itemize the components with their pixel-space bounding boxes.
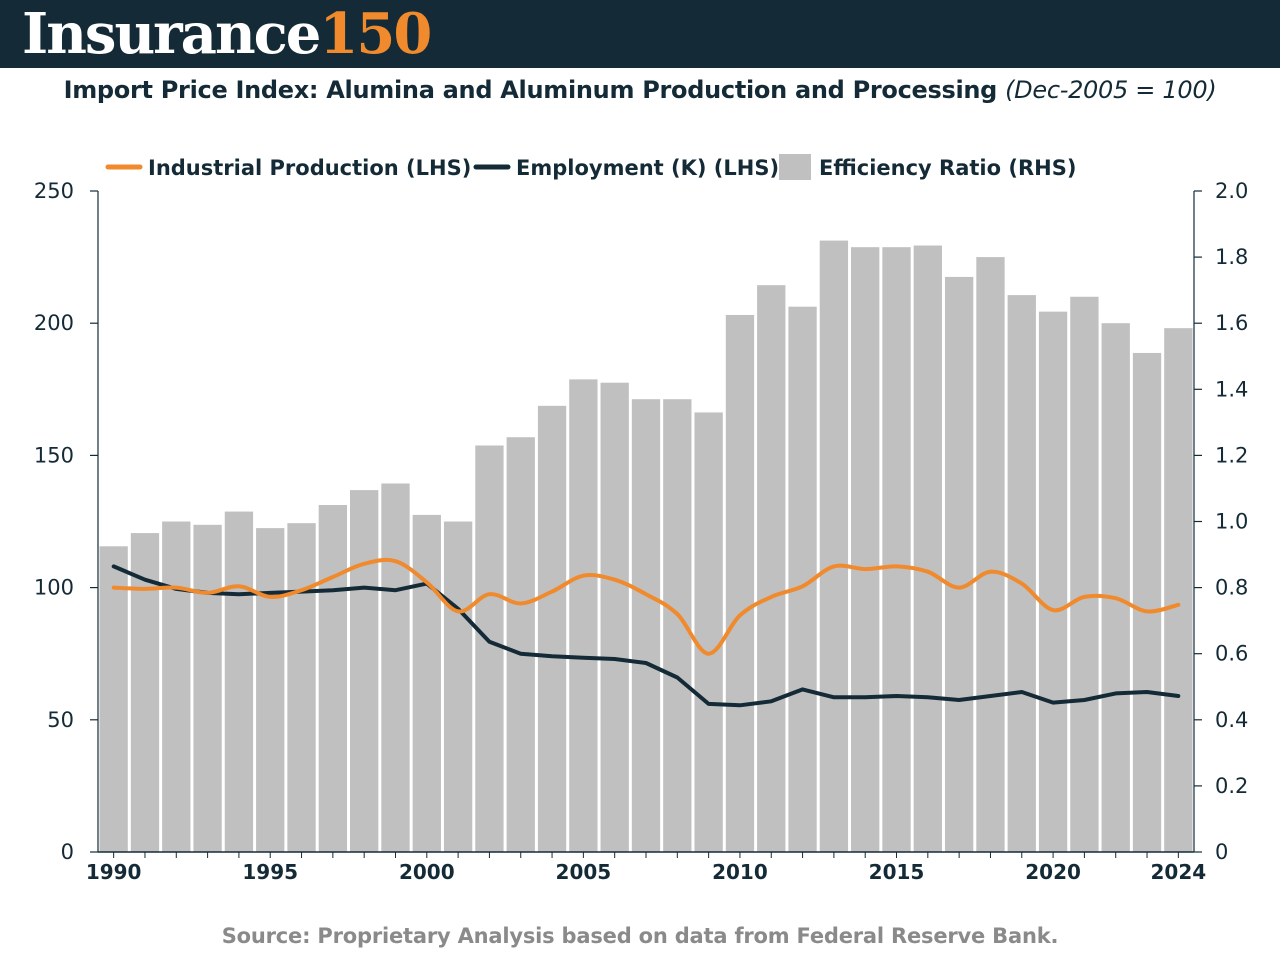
bar-2009 [694, 412, 723, 852]
bar-1994 [224, 511, 254, 852]
brand-logo: Insurance150 [22, 0, 432, 72]
x-tick-label: 2000 [399, 860, 455, 884]
bar-2017 [944, 276, 974, 852]
left-tick-label: 0 [61, 840, 74, 864]
x-tick-label: 1990 [86, 860, 142, 884]
bar-1993 [193, 524, 222, 852]
bar-2014 [851, 247, 880, 852]
bar-2010 [725, 314, 755, 852]
bar-1999 [381, 483, 410, 852]
bar-2021 [1070, 296, 1099, 852]
chart-subtitle: (Dec-2005 = 100) [1005, 76, 1217, 104]
source-note: Source: Proprietary Analysis based on da… [221, 924, 1059, 948]
right-tick-label: 1.6 [1215, 311, 1248, 335]
bar-2019 [1007, 295, 1036, 852]
bar-1990 [99, 546, 128, 852]
bar-2022 [1101, 323, 1130, 852]
bar-1995 [256, 528, 285, 852]
bar-2011 [757, 285, 786, 852]
bar-1996 [287, 523, 316, 852]
legend: Industrial Production (LHS) Employment (K… [105, 154, 1076, 180]
bar-1997 [318, 504, 348, 852]
left-tick-label: 200 [34, 311, 74, 335]
brand-number-text: 150 [319, 1, 432, 67]
bar-2023 [1132, 352, 1162, 852]
bar-2003 [506, 437, 535, 852]
legend-efficiency-label: Efficiency Ratio (RHS) [819, 156, 1076, 180]
chart-title-line: Import Price Index: Alumina and Aluminum… [0, 76, 1280, 104]
chart-title: Import Price Index: Alumina and Aluminum… [63, 76, 998, 104]
bar-2007 [631, 399, 661, 852]
bars-group [99, 240, 1193, 853]
bar-2013 [819, 240, 849, 852]
right-tick-label: 0.4 [1215, 708, 1248, 732]
lines-group [111, 557, 1181, 708]
left-tick-label: 250 [34, 179, 74, 203]
right-tick-label: 0.2 [1215, 774, 1248, 798]
bar-2018 [976, 257, 1005, 853]
bar-2006 [600, 382, 629, 852]
bar-2016 [913, 245, 942, 852]
x-tick-label: 2020 [1025, 860, 1081, 884]
left-tick-label: 50 [47, 708, 74, 732]
x-tick-label: 2010 [712, 860, 768, 884]
bar-2005 [569, 379, 598, 852]
right-tick-label: 0.8 [1215, 576, 1248, 600]
brand-main-text: Insurance [22, 1, 321, 67]
bar-1991 [130, 533, 160, 852]
right-tick-label: 1.2 [1215, 443, 1248, 467]
bar-2000 [412, 514, 441, 852]
bar-2020 [1038, 311, 1068, 852]
right-tick-label: 1.0 [1215, 510, 1248, 534]
right-tick-label: 0 [1215, 840, 1228, 864]
axes-group: 0 50 100 150 200 250 0 0.2 0.4 0.6 0.8 1.0 1.2 1.4 1.6… [34, 179, 1249, 884]
bar-2002 [475, 445, 504, 852]
legend-employment-label: Employment (K) (LHS) [516, 156, 779, 180]
x-tick-label: 1995 [242, 860, 298, 884]
bar-2004 [537, 405, 567, 852]
left-tick-label: 150 [34, 443, 74, 467]
bar-2024 [1164, 328, 1193, 852]
right-tick-label: 0.6 [1215, 642, 1248, 666]
x-tick-label: 2024 [1151, 860, 1207, 884]
left-tick-label: 100 [34, 576, 74, 600]
bar-2015 [882, 247, 911, 852]
right-tick-label: 2.0 [1215, 179, 1248, 203]
header-bar: Insurance150 [0, 0, 1280, 68]
bar-1998 [350, 490, 379, 852]
bar-1992 [162, 521, 191, 852]
legend-efficiency-swatch [779, 154, 811, 180]
legend-industrial-label: Industrial Production (LHS) [148, 156, 471, 180]
x-tick-label: 2015 [869, 860, 925, 884]
bar-2001 [443, 521, 473, 852]
right-tick-label: 1.8 [1215, 245, 1248, 269]
right-tick-label: 1.4 [1215, 377, 1248, 401]
x-tick-label: 2005 [556, 860, 612, 884]
industrial-production-line [111, 557, 1181, 656]
